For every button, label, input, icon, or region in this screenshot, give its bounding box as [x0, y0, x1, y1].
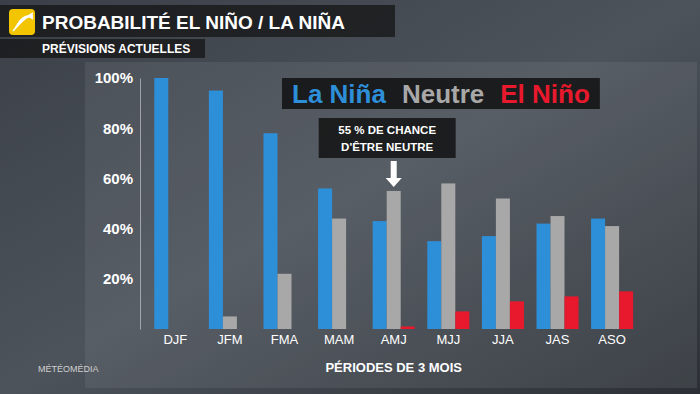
x-tick-label: MJJ — [436, 332, 460, 347]
background — [0, 0, 700, 394]
logo-square — [9, 9, 35, 35]
y-tick: 80% — [103, 120, 140, 137]
bar — [277, 274, 291, 329]
legend-entry: El Niño — [500, 79, 590, 109]
logo — [9, 9, 35, 35]
plot-panel — [85, 62, 697, 388]
legend: La Niña Neutre El Niño — [282, 78, 600, 109]
x-tick-label: AMJ — [381, 332, 407, 347]
x-tick-label: JAS — [546, 332, 570, 347]
y-tick: 20% — [103, 270, 140, 287]
annotation-text: 55 % DE CHANCE — [338, 124, 436, 136]
series-2 — [401, 291, 633, 329]
bars — [154, 78, 633, 329]
y-tick-label: 60% — [103, 170, 133, 187]
bar — [482, 236, 496, 329]
bar — [591, 219, 605, 329]
title-box — [0, 5, 395, 37]
subtitle: PRÉVISIONS ACTUELLES — [42, 41, 190, 56]
x-tick: ASO — [598, 329, 625, 347]
bar — [565, 296, 579, 329]
x-tick: JAS — [546, 329, 570, 347]
y-tick-label: 20% — [103, 270, 133, 287]
x-tick-label: JJA — [492, 332, 514, 347]
series-1 — [223, 183, 619, 329]
bar — [427, 241, 441, 329]
y-axis: 20% 40% 60% 80% 100% — [95, 69, 141, 329]
source: MÉTÉOMÉDIA — [38, 364, 99, 374]
bar — [619, 291, 633, 329]
chart-container: PROBABILITÉ EL NIÑO / LA NIÑA PRÉVISIONS … — [0, 0, 700, 394]
bar — [401, 326, 415, 329]
y-tick-label: 100% — [95, 69, 133, 86]
x-tick-label: FMA — [271, 332, 299, 347]
bar — [318, 188, 332, 329]
bar — [182, 329, 196, 330]
legend-entry: La Niña — [292, 79, 386, 109]
chart-svg: PROBABILITÉ EL NIÑO / LA NIÑA PRÉVISIONS … — [0, 0, 700, 394]
bar — [292, 329, 306, 330]
x-tick: MAM — [324, 329, 354, 347]
x-tick-label: MAM — [324, 332, 354, 347]
logo-stroke — [13, 13, 33, 31]
x-axis-title: PÉRIODES DE 3 MOIS — [325, 360, 462, 375]
logo-stroke — [15, 15, 33, 28]
x-tick: MJJ — [436, 329, 460, 347]
bar — [237, 329, 251, 330]
x-axis-line — [149, 329, 640, 330]
bar — [223, 316, 237, 329]
bar — [536, 224, 550, 329]
bar — [455, 311, 469, 329]
y-tick-label: 80% — [103, 120, 133, 137]
bar — [263, 133, 277, 329]
bar — [373, 221, 387, 329]
x-tick: JFM — [217, 329, 242, 347]
x-tick: AMJ — [381, 329, 407, 347]
bar — [496, 198, 510, 329]
bar — [510, 301, 524, 329]
x-tick: DJF — [163, 329, 187, 347]
bar — [605, 226, 619, 329]
legend-box — [282, 78, 600, 109]
bar — [550, 216, 564, 329]
x-axis: DJF JFM FMA MAM AMJ MJJ JJA JAS ASO — [149, 329, 640, 347]
y-tick-label: 40% — [103, 220, 133, 237]
x-tick: JJA — [492, 329, 514, 347]
annotation-arrow — [386, 161, 402, 187]
subtitle-box — [0, 39, 205, 58]
y-tick: 100% — [95, 69, 140, 86]
bar — [441, 183, 455, 329]
y-axis-line — [140, 79, 141, 330]
y-tick: 60% — [103, 170, 140, 187]
y-tick: 40% — [103, 220, 140, 237]
title: PROBABILITÉ EL NIÑO / LA NIÑA — [42, 12, 345, 33]
annotation-box — [319, 118, 456, 158]
bar — [168, 329, 182, 330]
bar — [387, 191, 401, 329]
logo-stroke — [19, 16, 33, 22]
x-tick-label: ASO — [598, 332, 625, 347]
annotation-text: D'ÊTRE NEUTRE — [341, 141, 434, 153]
bar — [346, 329, 360, 330]
legend-entry: Neutre — [402, 79, 484, 109]
bar — [332, 219, 346, 329]
series-0 — [154, 78, 605, 329]
bar — [209, 91, 223, 329]
logo-stroke — [17, 16, 33, 25]
x-tick: FMA — [271, 329, 299, 347]
x-tick-label: JFM — [217, 332, 242, 347]
bar — [154, 78, 168, 329]
annotation: 55 % DE CHANCE D'ÊTRE NEUTRE — [319, 118, 456, 187]
x-tick-label: DJF — [163, 332, 187, 347]
